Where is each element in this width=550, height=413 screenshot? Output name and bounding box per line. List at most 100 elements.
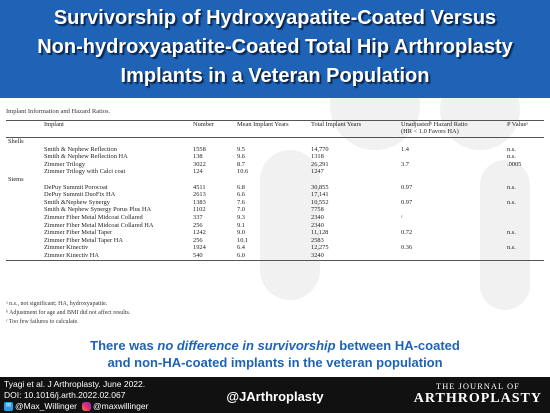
cell-p: [505, 191, 544, 199]
cell-implant: Smith & Nephew Synergy Porus Plus HA: [44, 206, 152, 214]
journal-logo-line1: THE JOURNAL OF: [435, 381, 520, 391]
cell-hr: 0.36: [401, 244, 413, 252]
cell-number: 3022: [193, 160, 206, 168]
header-p-value: P Valueᵃ: [507, 121, 529, 128]
cell-hr: [399, 153, 505, 161]
cell-total: 14,770: [311, 145, 329, 153]
social-handles: ✉ @Max_Willinger @maxwillinger: [4, 401, 148, 411]
journal-logo-line2: ARTHROPLASTY: [413, 391, 542, 406]
cell-number: 1924: [193, 244, 206, 252]
cell-number: 1383: [193, 198, 206, 206]
table-row: Zimmer Fiber Metal Midcoat Collared 337 …: [6, 214, 544, 222]
table-row: Zimmer Kinectiv HA 540 6.0 3240: [6, 252, 544, 260]
header-number: Number: [193, 121, 214, 128]
citation-line1: Tyagi et al. J Arthroplasty. June 2022.: [4, 379, 146, 389]
cell-implant: DePuy Summit DuoFix HA: [44, 191, 116, 199]
cell-total: 2340: [311, 221, 324, 229]
cell-hr: 1.4: [401, 145, 409, 153]
footer-bar: Tyagi et al. J Arthroplasty. June 2022. …: [0, 377, 550, 413]
background-implant-shape: [480, 160, 530, 310]
instagram-icon: [82, 401, 92, 411]
conclusion-line1: There was no difference in survivorship …: [0, 337, 550, 354]
cell-mean: 6.0: [237, 251, 245, 259]
cell-p: n.s.: [507, 153, 516, 161]
header-total-years: Total Implant Years: [311, 121, 362, 128]
cell-number: 256: [193, 236, 203, 244]
citation: Tyagi et al. J Arthroplasty. June 2022. …: [4, 379, 145, 400]
cell-p: [505, 252, 544, 260]
cell-implant: Smith &Nephew Synergy: [44, 198, 110, 206]
section-label: Stems: [8, 175, 24, 183]
cell-p: n.s.: [507, 145, 516, 153]
table-row: Zimmer Trilogy 3022 8.7 26,291 3.7 .0005: [6, 161, 544, 169]
cell-hr: 3.7: [401, 160, 409, 168]
cell-p: n.s.: [507, 198, 516, 206]
cell-total: 17,141: [311, 191, 329, 199]
table-row: Zimmer Fiber Metal Midcoat Collared HA 2…: [6, 222, 544, 230]
cell-total: 11,128: [311, 229, 329, 237]
cell-number: 1102: [193, 206, 206, 214]
header-implant: Implant: [44, 121, 64, 128]
section-label: Shells: [8, 138, 24, 145]
cell-hr: [399, 168, 505, 176]
header-hazard-ratio-line2: (HR < 1.0 Favors HA): [401, 128, 459, 135]
cell-number: 256: [193, 221, 203, 229]
table-row: DePuy Summit DuoFix HA 2613 6.6 17,141: [6, 191, 544, 199]
cell-p: [505, 214, 544, 222]
cell-hr: [399, 222, 505, 230]
page-title: Survivorship of Hydroxyapatite-Coated Ve…: [37, 7, 513, 87]
cell-mean: 10.1: [237, 236, 249, 244]
table-row: Zimmer Trilogy with Calci coat 124 10.6 …: [6, 168, 544, 176]
cell-total: 30,855: [311, 183, 329, 191]
implant-table: Implant Number Mean Implant Years Total …: [6, 120, 544, 261]
cell-number: 337: [193, 213, 203, 221]
cell-implant: Zimmer Fiber Metal Midcoat Collared HA: [44, 221, 154, 229]
journal-logo: THE JOURNAL OF ARTHROPLASTY: [414, 381, 542, 407]
cell-total: 1247: [311, 168, 324, 176]
cell-number: 4511: [193, 183, 206, 191]
cell-hr: [399, 206, 505, 214]
table-row: Zimmer Kinectiv 1924 6.4 12,275 0.36 n.s…: [6, 244, 544, 252]
footnote: ᵃ n.s., not significant; HA, hydroxyapat…: [6, 301, 108, 307]
cell-mean: 6.4: [237, 244, 245, 252]
conclusion-part1: There was: [90, 338, 158, 353]
cell-mean: 9.1: [237, 221, 245, 229]
header-hazard-ratio-line1: Unadjustedᵇ Hazard Ratio: [401, 121, 468, 128]
cell-total: 2340: [311, 213, 324, 221]
section-row: Stems: [6, 176, 544, 184]
conclusion-emphasis: no difference in survivorship: [157, 338, 336, 353]
conclusion-part2: between HA-coated: [335, 338, 460, 353]
cell-implant: Smith & Nephew Reflection HA: [44, 153, 128, 161]
section-row: Shells: [6, 138, 544, 146]
cell-mean: 7.6: [237, 198, 245, 206]
cell-hr: [399, 252, 505, 260]
cell-hr: 0.72: [401, 229, 413, 237]
cell-hr: [399, 191, 505, 199]
cell-implant: Zimmer Kinectiv: [44, 244, 89, 252]
cell-implant: Zimmer Fiber Metal Taper: [44, 229, 113, 237]
cell-mean: 6.8: [237, 183, 245, 191]
table-header-row: Implant Number Mean Implant Years Total …: [6, 120, 544, 138]
citation-doi: DOI: 10.1016/j.arth.2022.02.067: [4, 389, 126, 400]
cell-implant: Zimmer Trilogy: [44, 160, 86, 168]
cell-p: [505, 206, 544, 214]
cell-mean: 6.6: [237, 191, 245, 199]
twitter-handle[interactable]: @Max_Willinger: [15, 401, 78, 411]
title-banner: Survivorship of Hydroxyapatite-Coated Ve…: [0, 0, 550, 98]
instagram-handle[interactable]: @maxwillinger: [93, 401, 149, 411]
cell-p: n.s.: [507, 183, 516, 191]
journal-handle[interactable]: @JArthroplasty: [226, 389, 324, 404]
cell-number: 138: [193, 153, 203, 161]
cell-implant: Smith & Nephew Reflection: [44, 145, 117, 153]
cell-p: n.s.: [507, 229, 516, 237]
table-footnotes: ᵃ n.s., not significant; HA, hydroxyapat…: [6, 300, 130, 327]
table-row: Zimmer Fiber Metal Taper HA 256 10.1 258…: [6, 237, 544, 245]
conclusion-text: There was no difference in survivorship …: [0, 337, 550, 371]
footnote: ᶜ Too few failures to calculate.: [6, 319, 79, 325]
cell-p: [505, 222, 544, 230]
cell-mean: 7.0: [237, 206, 245, 214]
cell-total: 12,275: [311, 244, 329, 252]
cell-total: 2583: [311, 236, 324, 244]
cell-mean: 10.6: [237, 168, 249, 176]
cell-number: 540: [193, 251, 203, 259]
